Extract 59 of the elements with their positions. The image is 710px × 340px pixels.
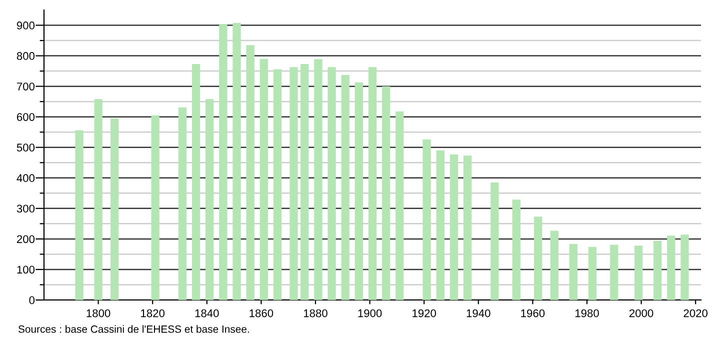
y-tick-label: 0 (29, 296, 35, 304)
y-tick-label: 300 (16, 204, 35, 213)
x-tick-label: 1960 (521, 309, 545, 318)
y-tick-label: 200 (16, 235, 35, 244)
x-tick-label: 1820 (141, 309, 165, 318)
bar (260, 58, 268, 300)
bar (341, 75, 350, 300)
bar (550, 230, 558, 300)
x-tick-label: 1880 (304, 309, 328, 318)
bar (94, 99, 102, 300)
bar (110, 118, 119, 300)
bar (192, 64, 200, 300)
bar (436, 150, 444, 300)
bar (450, 154, 458, 300)
bar (354, 82, 363, 300)
bar (368, 67, 377, 300)
x-tick-label: 1860 (250, 309, 274, 318)
x-tick-label: 1940 (466, 309, 490, 318)
bar (653, 240, 662, 300)
bar (246, 45, 254, 300)
y-tick-label: 500 (16, 144, 35, 152)
y-tick-label: 400 (16, 174, 35, 182)
bar (422, 139, 431, 300)
bar (273, 69, 282, 300)
y-tick-label: 800 (16, 52, 35, 60)
bar (610, 244, 618, 300)
y-tick-label: 700 (17, 82, 35, 90)
bar (396, 111, 404, 300)
bar (634, 246, 643, 300)
x-tick-label: 2020 (684, 309, 708, 318)
bar (463, 156, 472, 300)
bar (588, 246, 596, 300)
bar (667, 236, 676, 300)
bar (569, 244, 578, 300)
bar (512, 200, 520, 300)
source-note: Sources : base Cassini de l'EHESS et base Insee. (18, 325, 249, 333)
y-tick-label: 600 (17, 113, 35, 121)
bar (75, 130, 84, 300)
bar (328, 67, 336, 300)
bar (534, 216, 542, 300)
x-tick-label: 1840 (195, 309, 219, 318)
y-tick-label: 100 (17, 266, 35, 274)
bar (232, 22, 241, 300)
bar (680, 234, 689, 300)
bar (490, 182, 499, 300)
x-tick-label: 1800 (86, 309, 110, 318)
bar (300, 64, 309, 300)
bar (151, 115, 160, 300)
x-tick-label: 1920 (412, 309, 436, 318)
x-tick-label: 1900 (358, 309, 382, 318)
bar (382, 86, 390, 300)
bar (219, 24, 228, 300)
x-tick-label: 2000 (629, 309, 654, 318)
bar (206, 99, 214, 300)
bar (178, 107, 187, 300)
y-tick-label: 900 (16, 22, 35, 30)
x-tick-label: 1980 (575, 309, 599, 318)
bar (314, 59, 322, 300)
bar (290, 67, 298, 300)
